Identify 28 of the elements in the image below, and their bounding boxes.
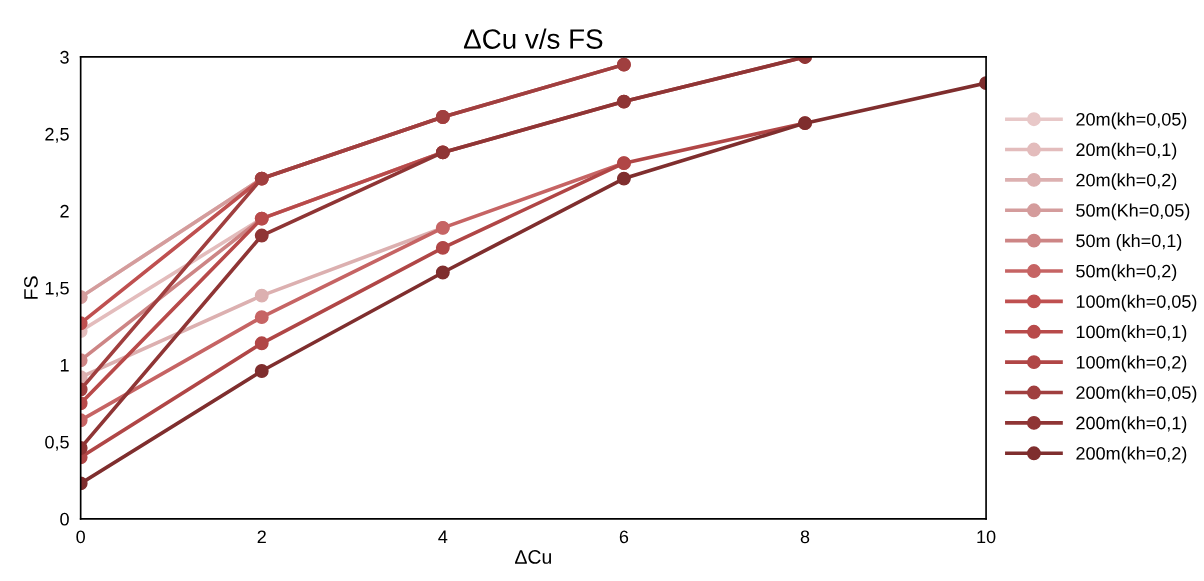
y-tick-label: 3	[60, 50, 69, 64]
chart-title: ΔCu v/s FS	[463, 28, 603, 49]
y-tick-label: 1	[60, 358, 69, 372]
x-tick-label: 2	[257, 530, 266, 544]
legend-label: 200m(kh=0,2)	[1076, 446, 1187, 464]
legend-label: 100m(kh=0,2)	[1076, 355, 1187, 373]
y-tick-label: 0	[60, 512, 69, 526]
legend-label: 50m(kh=0,2)	[1076, 264, 1177, 282]
legend-label: 20m(kh=0,2)	[1076, 173, 1177, 190]
y-tick-label: 0,5	[45, 435, 69, 451]
legend-label: 100m(kh=0,1)	[1076, 325, 1187, 342]
x-axis-title: ΔCu	[515, 550, 551, 564]
x-tick-label: 10	[977, 530, 996, 544]
y-tick-label: 2	[60, 204, 69, 218]
x-tick-label: 4	[438, 530, 448, 544]
x-tick-label: 8	[800, 530, 810, 544]
y-axis-title: FS	[24, 276, 38, 299]
legend-label: 50m (kh=0,1)	[1076, 233, 1182, 251]
legend-label: 200m(kh=0,05)	[1076, 385, 1197, 403]
x-tick-label: 6	[619, 530, 629, 544]
legend-label: 200m(kh=0,1)	[1076, 416, 1187, 433]
x-tick-label: 0	[76, 530, 85, 544]
legend-label: 20m(kh=0,05)	[1076, 112, 1187, 130]
legend-label: 50m(Kh=0,05)	[1076, 203, 1190, 221]
legend-label: 20m(kh=0,1)	[1076, 142, 1177, 160]
y-tick-label: 1,5	[45, 282, 69, 297]
y-tick-label: 2,5	[45, 127, 69, 143]
legend-label: 100m(kh=0,05)	[1076, 294, 1197, 312]
